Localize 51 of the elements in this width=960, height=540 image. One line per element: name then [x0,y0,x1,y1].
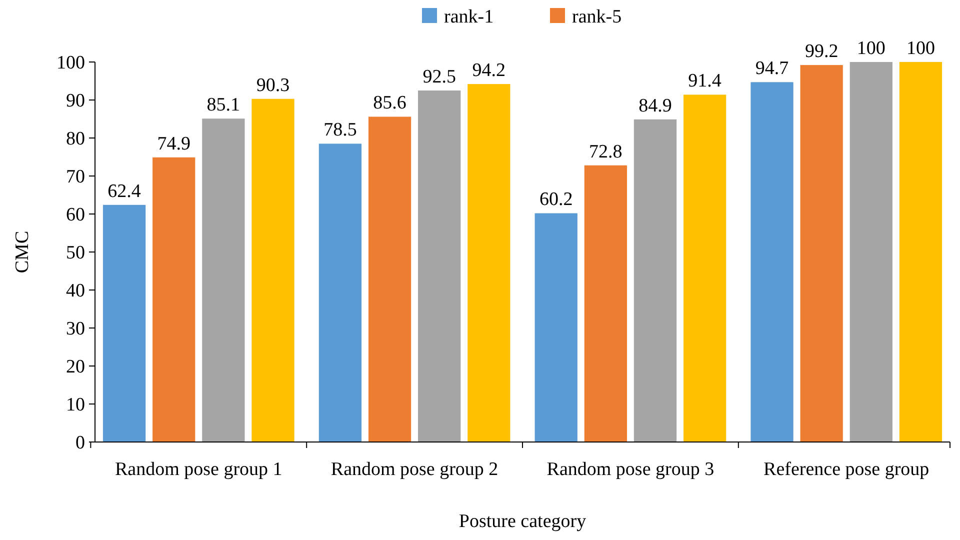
bar [152,157,196,442]
bar [252,98,294,442]
data-label: 91.4 [688,70,722,92]
y-tick-label: 100 [56,52,85,74]
data-label: 94.2 [472,60,506,82]
data-label: 99.2 [804,41,838,62]
bar [102,204,146,442]
y-tick-label: 50 [66,242,85,264]
y-tick-label: 0 [76,432,85,454]
y-axis-title: CMC [12,230,33,274]
x-tick-label: Random pose group 2 [330,459,498,480]
bar [899,62,942,442]
y-tick-label: 80 [66,128,85,150]
legend-label: rank-5 [572,6,622,28]
data-label: 62.4 [108,180,142,202]
legend-label: rank-1 [444,6,494,28]
bar [850,62,892,442]
bar [318,144,362,442]
bar [800,65,843,442]
data-label: 74.9 [157,133,190,154]
y-tick-label: 90 [66,90,85,112]
bar [368,116,412,442]
data-label: 72.8 [589,141,622,162]
bar [418,90,461,442]
y-tick-label: 70 [66,166,85,188]
bar [584,165,627,442]
bar [534,213,578,442]
x-axis-title: Posture category [458,511,587,532]
data-label: 85.6 [373,92,406,114]
data-label: 100 [856,38,886,59]
y-tick-label: 40 [66,280,85,302]
data-label: 92.5 [422,66,456,88]
x-tick-label: Reference pose group [764,459,930,480]
data-label: 78.5 [324,120,357,141]
data-label: 60.2 [539,189,573,210]
bar [750,82,794,442]
y-tick-label: 20 [66,356,85,378]
y-tick-label: 60 [66,204,85,226]
bar [202,118,245,442]
data-label: 94.7 [755,58,789,80]
bar [634,119,677,442]
data-label: 100 [906,38,935,59]
y-tick-label: 30 [66,318,85,340]
bar [683,94,726,442]
x-tick-label: Random pose group 3 [546,459,714,480]
x-tick-label: Random pose group 1 [114,459,282,480]
bar [468,84,510,442]
data-label: 90.3 [256,74,290,96]
y-tick-label: 10 [66,394,85,416]
data-label: 84.9 [638,95,672,116]
data-label: 85.1 [206,94,240,116]
